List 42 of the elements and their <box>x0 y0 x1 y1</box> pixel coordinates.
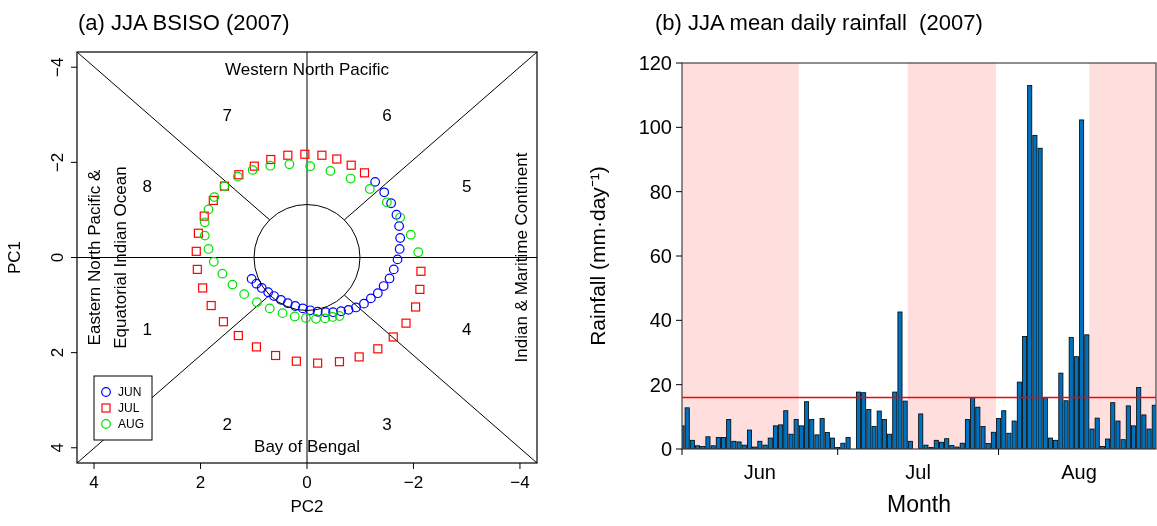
x-tick-label: Jun <box>743 461 776 483</box>
annotation: Indian & Maritime Continent <box>511 152 531 363</box>
annotation: Western North Pacific <box>224 59 390 79</box>
x-tick-label: −2 <box>403 473 424 492</box>
y-tick-label: 20 <box>649 373 672 396</box>
y-axis-title: Rainfall (mm·day⁻¹) <box>586 166 609 346</box>
y-tick-label: 100 <box>638 116 672 139</box>
x-axis-title: Month <box>887 491 951 517</box>
y-tick-label: 0 <box>48 252 67 263</box>
annotation: Equatorial Indian Ocean <box>110 166 130 349</box>
annotation: 4 <box>461 319 472 339</box>
x-tick-label: 2 <box>195 473 206 492</box>
y-axis-title: PC1 <box>5 240 24 275</box>
y-tick-label: 0 <box>660 438 672 460</box>
x-tick-label: Aug <box>1061 461 1097 483</box>
x-tick-label: −4 <box>510 473 530 492</box>
annotation: Eastern North Pacific & <box>84 168 104 346</box>
x-axis-title: PC2 <box>290 497 324 516</box>
legend-label: JUL <box>118 401 140 416</box>
y-tick-label: −2 <box>48 152 67 173</box>
annotation: 5 <box>461 176 472 196</box>
x-tick-label: 0 <box>302 473 312 492</box>
chart-title: (a) JJA BSISO (2007) <box>78 10 290 35</box>
annotation: 2 <box>222 414 232 434</box>
y-tick-label: 80 <box>649 180 672 203</box>
x-tick-label: 4 <box>89 473 99 492</box>
annotation: 7 <box>222 105 232 125</box>
annotation: 1 <box>142 319 153 339</box>
y-tick-label: 4 <box>48 443 67 453</box>
annotation: Bay of Bengal <box>254 436 360 456</box>
x-tick-label: Jul <box>905 461 931 483</box>
annotation: 3 <box>382 414 392 434</box>
y-tick-label: 40 <box>649 309 672 332</box>
y-tick-label: −4 <box>48 57 67 77</box>
chart-title: (b) JJA mean daily rainfall (2007) <box>655 10 983 35</box>
legend-label: JUN <box>118 385 142 400</box>
y-tick-label: 60 <box>649 245 672 267</box>
legend-label: AUG <box>118 417 145 432</box>
annotation: 8 <box>142 176 153 196</box>
y-tick-label: 2 <box>48 347 67 358</box>
annotation: 6 <box>382 105 392 125</box>
y-tick-label: 120 <box>638 52 672 74</box>
